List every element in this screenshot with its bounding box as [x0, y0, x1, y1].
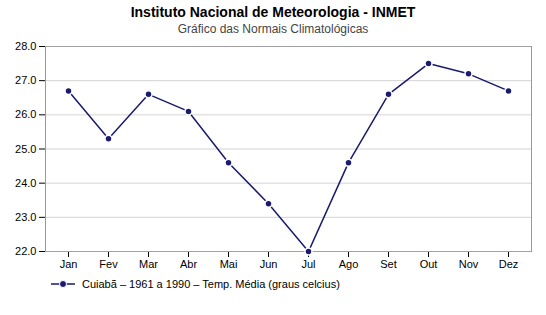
svg-text:28.0: 28.0 [15, 40, 36, 52]
html-text:Instituto Nacional de Meteorol: Instituto Nacional de Meteorologia - INM… [130, 4, 416, 20]
svg-text:25.0: 25.0 [15, 143, 36, 155]
html-text:Gráfico das Normais Climatológ: Gráfico das Normais Climatológicas [177, 22, 369, 36]
svg-text:Mar: Mar [139, 258, 158, 270]
svg-text:Jun: Jun [260, 258, 278, 270]
svg-text:Abr: Abr [180, 258, 197, 270]
svg-text:23.0: 23.0 [15, 211, 36, 223]
svg-text:Ago: Ago [339, 258, 359, 270]
svg-text:26.0: 26.0 [15, 108, 36, 120]
svg-text:Mai: Mai [220, 258, 238, 270]
svg-text:27.0: 27.0 [15, 74, 36, 86]
svg-text:Fev: Fev [99, 258, 118, 270]
svg-text:Out: Out [420, 258, 438, 270]
svg-text:Nov: Nov [459, 258, 479, 270]
svg-text:Set: Set [380, 258, 397, 270]
svg-text:22.0: 22.0 [15, 245, 36, 257]
svg-text:Jan: Jan [60, 258, 78, 270]
html-text:Cuiabã – 1961 a 1990 – Temp. M: Cuiabã – 1961 a 1990 – Temp. Média (grau… [82, 278, 340, 290]
svg-text:Dez: Dez [499, 258, 519, 270]
svg-text:Jul: Jul [301, 258, 315, 270]
svg-text:24.0: 24.0 [15, 177, 36, 189]
